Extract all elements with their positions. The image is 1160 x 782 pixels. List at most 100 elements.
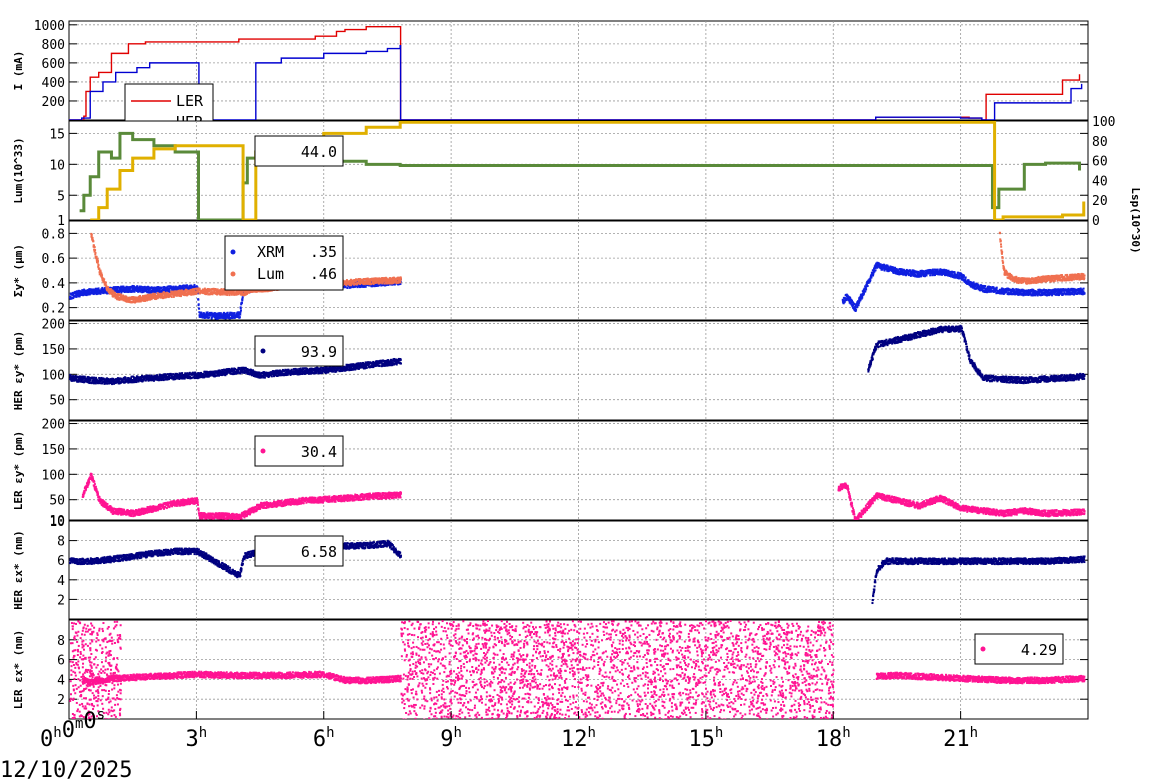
data-point xyxy=(1011,275,1014,278)
data-point xyxy=(864,290,867,293)
data-point xyxy=(1055,290,1058,293)
data-point xyxy=(956,273,959,276)
legend-label-ler: LER xyxy=(176,92,204,110)
data-point xyxy=(114,291,117,294)
data-point xyxy=(377,279,380,282)
data-point xyxy=(139,294,142,297)
data-point xyxy=(1035,278,1038,281)
data-point xyxy=(85,289,88,292)
data-point xyxy=(995,286,998,289)
data-point xyxy=(229,291,232,294)
data-point xyxy=(211,312,214,315)
data-point xyxy=(953,272,956,275)
data-point xyxy=(881,268,884,271)
data-point xyxy=(235,292,238,295)
data-point xyxy=(168,287,171,290)
data-point xyxy=(1026,292,1029,295)
data-point xyxy=(104,281,107,284)
data-point xyxy=(177,292,180,295)
data-point xyxy=(240,293,243,296)
data-point xyxy=(995,287,998,290)
data-point xyxy=(147,287,150,290)
data-point xyxy=(120,287,123,290)
y-axis-label: Lum(10^33) xyxy=(12,137,25,203)
data-point xyxy=(844,297,847,300)
data-point xyxy=(69,297,72,300)
data-point xyxy=(1028,277,1031,280)
data-point xyxy=(100,289,103,292)
data-point xyxy=(957,271,960,274)
data-point xyxy=(138,300,141,303)
data-point xyxy=(1015,278,1018,281)
data-point xyxy=(982,290,985,293)
data-point xyxy=(143,296,146,299)
data-point xyxy=(399,278,402,281)
data-point xyxy=(1019,278,1022,281)
y-tick-label: 15 xyxy=(49,127,65,142)
data-point xyxy=(237,313,240,316)
data-point xyxy=(191,289,194,292)
data-point xyxy=(953,271,956,274)
data-point xyxy=(241,297,244,300)
data-point xyxy=(132,301,135,304)
data-point xyxy=(146,291,149,294)
data-point xyxy=(958,275,961,278)
data-point xyxy=(870,276,873,279)
data-point xyxy=(178,289,181,292)
data-point xyxy=(380,284,383,287)
data-point xyxy=(131,288,134,291)
data-point xyxy=(210,313,213,316)
data-point xyxy=(1009,272,1012,275)
data-point xyxy=(97,287,100,290)
data-point xyxy=(119,289,122,292)
data-point xyxy=(988,288,991,291)
data-point xyxy=(393,276,396,279)
data-point xyxy=(939,268,942,271)
data-point xyxy=(153,289,156,292)
data-point xyxy=(210,317,213,320)
data-point xyxy=(371,279,374,282)
data-point xyxy=(883,263,886,266)
data-point xyxy=(972,286,975,289)
data-point xyxy=(391,280,394,283)
data-point xyxy=(356,283,359,286)
data-point xyxy=(144,286,147,289)
data-point xyxy=(116,294,119,297)
data-point xyxy=(1036,290,1039,293)
data-point xyxy=(215,315,218,318)
data-point xyxy=(151,290,154,293)
data-point xyxy=(236,311,239,314)
data-point xyxy=(1001,256,1004,259)
data-point xyxy=(1048,293,1051,296)
data-point xyxy=(156,294,159,297)
data-point xyxy=(193,287,196,290)
data-point xyxy=(897,270,900,273)
data-point xyxy=(1079,287,1082,290)
data-point xyxy=(129,296,132,299)
data-point xyxy=(207,290,210,293)
data-point xyxy=(128,299,131,302)
data-point xyxy=(229,316,232,319)
data-point xyxy=(842,302,845,305)
data-point xyxy=(144,298,147,301)
data-point xyxy=(1081,288,1084,291)
data-point xyxy=(106,290,109,293)
data-point xyxy=(89,289,92,292)
data-point xyxy=(108,292,111,295)
data-point xyxy=(127,286,130,289)
data-point xyxy=(366,277,369,280)
data-point xyxy=(113,293,116,296)
data-point xyxy=(364,277,367,280)
y-tick-label: 0.4 xyxy=(42,277,66,292)
data-point xyxy=(905,274,908,277)
data-point xyxy=(1009,293,1012,296)
data-point xyxy=(849,302,852,305)
data-point xyxy=(985,289,988,292)
data-point xyxy=(94,253,97,256)
data-point xyxy=(971,282,974,285)
data-point xyxy=(1066,293,1069,296)
legend-box xyxy=(254,135,344,167)
data-point xyxy=(83,293,86,296)
data-point xyxy=(236,315,239,318)
